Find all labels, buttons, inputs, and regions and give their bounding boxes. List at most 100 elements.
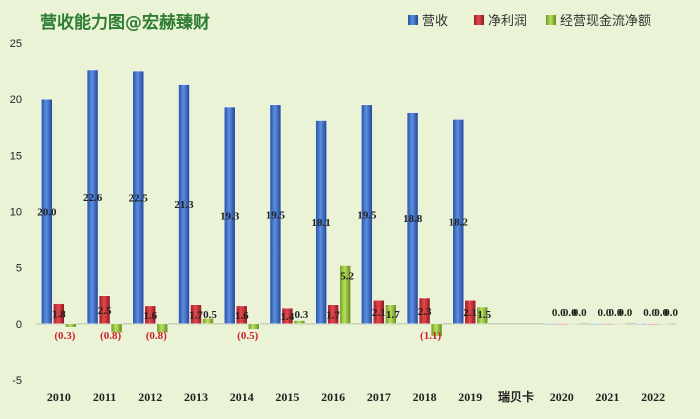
bar-net-profit	[418, 297, 431, 325]
data-label: 5.2	[340, 270, 354, 282]
bar-net-profit	[235, 305, 248, 325]
data-label: 2.5	[98, 305, 112, 317]
data-label: 0.0	[563, 307, 577, 319]
data-label: 19.5	[357, 209, 377, 221]
y-tick-label: -5	[12, 375, 22, 387]
bar-op-cashflow	[247, 323, 260, 330]
data-label: 2.1	[372, 307, 386, 319]
x-tick-label: 2017	[367, 390, 391, 404]
legend-swatch-op-cashflow	[546, 15, 556, 25]
data-label: 18.2	[449, 217, 469, 229]
data-label: 0.0	[573, 307, 587, 319]
bar-net-profit	[647, 323, 659, 325]
bar-revenue	[315, 120, 327, 325]
legend-label: 营收	[422, 14, 448, 29]
data-label: 20.0	[37, 207, 57, 219]
y-tick-label: 0	[16, 319, 22, 331]
bar-op-cashflow	[156, 323, 169, 334]
bar-op-cashflow	[110, 323, 123, 334]
data-label: (0.3)	[54, 330, 75, 342]
data-label: 1.6	[235, 310, 249, 322]
data-label: 18.1	[312, 217, 331, 229]
bar-op-cashflow	[567, 323, 580, 325]
bar-net-profit	[281, 307, 294, 325]
x-tick-label: 2012	[138, 390, 162, 404]
bar-op-cashflow	[202, 317, 214, 325]
data-label: 22.6	[83, 192, 103, 204]
data-label: 0.0	[619, 307, 633, 319]
data-label: 0.0	[643, 307, 657, 319]
x-tick-label: 瑞贝卡	[498, 389, 534, 404]
x-tick-label: 2015	[275, 390, 299, 404]
x-tick-label: 2021	[595, 390, 619, 404]
x-tick-label: 2013	[184, 390, 208, 404]
bar-revenue	[269, 104, 282, 325]
bar-net-profit	[327, 304, 339, 325]
bar-revenue	[86, 69, 99, 325]
legend: 营收 净利润 经营现金流净额	[408, 13, 651, 29]
bar-op-cashflow	[293, 320, 306, 325]
bar-net-profit	[98, 295, 111, 325]
bar-revenue	[635, 323, 647, 325]
x-tick-label: 2019	[458, 390, 482, 404]
bar-net-profit	[53, 303, 65, 325]
data-label: 0.3	[295, 309, 309, 321]
legend-label: 净利润	[488, 14, 527, 29]
bar-net-profit	[373, 299, 385, 325]
y-tick-label: 5	[16, 263, 22, 275]
bar-op-cashflow	[65, 323, 77, 328]
y-axis: -5 0 5 10 15 20 25	[10, 38, 22, 387]
bar-op-cashflow	[613, 323, 626, 325]
y-tick-label: 10	[10, 207, 22, 219]
data-label: 1.5	[477, 309, 491, 321]
data-label: 22.5	[129, 192, 149, 204]
data-label: (0.8)	[100, 330, 121, 342]
bar-revenue	[452, 119, 465, 325]
data-label: 18.8	[403, 213, 423, 225]
data-label: 0.0	[664, 307, 678, 319]
data-label: 1.4	[281, 311, 295, 323]
x-tick-label: 2022	[641, 390, 665, 404]
x-axis: 2010 2011 2012 2013 2014 2015 2016 2017 2018 2019…	[47, 389, 665, 404]
y-tick-label: 20	[10, 94, 22, 106]
bar-revenue	[543, 323, 556, 325]
bar-revenue	[41, 98, 53, 325]
x-tick-label: 2020	[550, 390, 574, 404]
bar-revenue	[178, 84, 190, 325]
bar-op-cashflow	[385, 304, 397, 325]
bar-op-cashflow	[339, 265, 351, 325]
data-label: 0.0	[552, 307, 566, 319]
data-label: (0.5)	[237, 330, 258, 342]
bar-op-cashflow	[476, 306, 489, 325]
bar-revenue	[589, 323, 602, 325]
bar-revenue	[223, 106, 236, 325]
data-label: (0.8)	[146, 330, 167, 342]
bar-op-cashflow	[659, 323, 671, 325]
x-tick-label: 2018	[413, 390, 437, 404]
bar-revenue	[406, 112, 419, 325]
data-label: 21.3	[174, 199, 194, 211]
bar-revenue	[361, 104, 373, 325]
data-label: 0.0	[654, 307, 668, 319]
data-label: 2.3	[418, 306, 432, 318]
data-label: 1.7	[326, 309, 340, 321]
bar-net-profit	[555, 323, 568, 325]
x-tick-label: 2016	[321, 390, 345, 404]
bar-net-profit	[464, 299, 477, 325]
data-label: 1.8	[52, 309, 66, 321]
data-label: 19.5	[266, 209, 286, 221]
data-label: 0.0	[598, 307, 612, 319]
data-label: 2.1	[463, 307, 477, 319]
data-label: 1.7	[189, 309, 203, 321]
x-tick-label: 2010	[47, 390, 71, 404]
bar-revenue	[132, 70, 145, 325]
data-label: (1.1)	[420, 330, 441, 342]
data-label: 1.7	[386, 309, 400, 321]
bar-net-profit	[144, 305, 157, 325]
data-label: 0.0	[609, 307, 623, 319]
x-tick-label: 2014	[230, 390, 254, 404]
legend-swatch-net-profit	[474, 15, 484, 25]
